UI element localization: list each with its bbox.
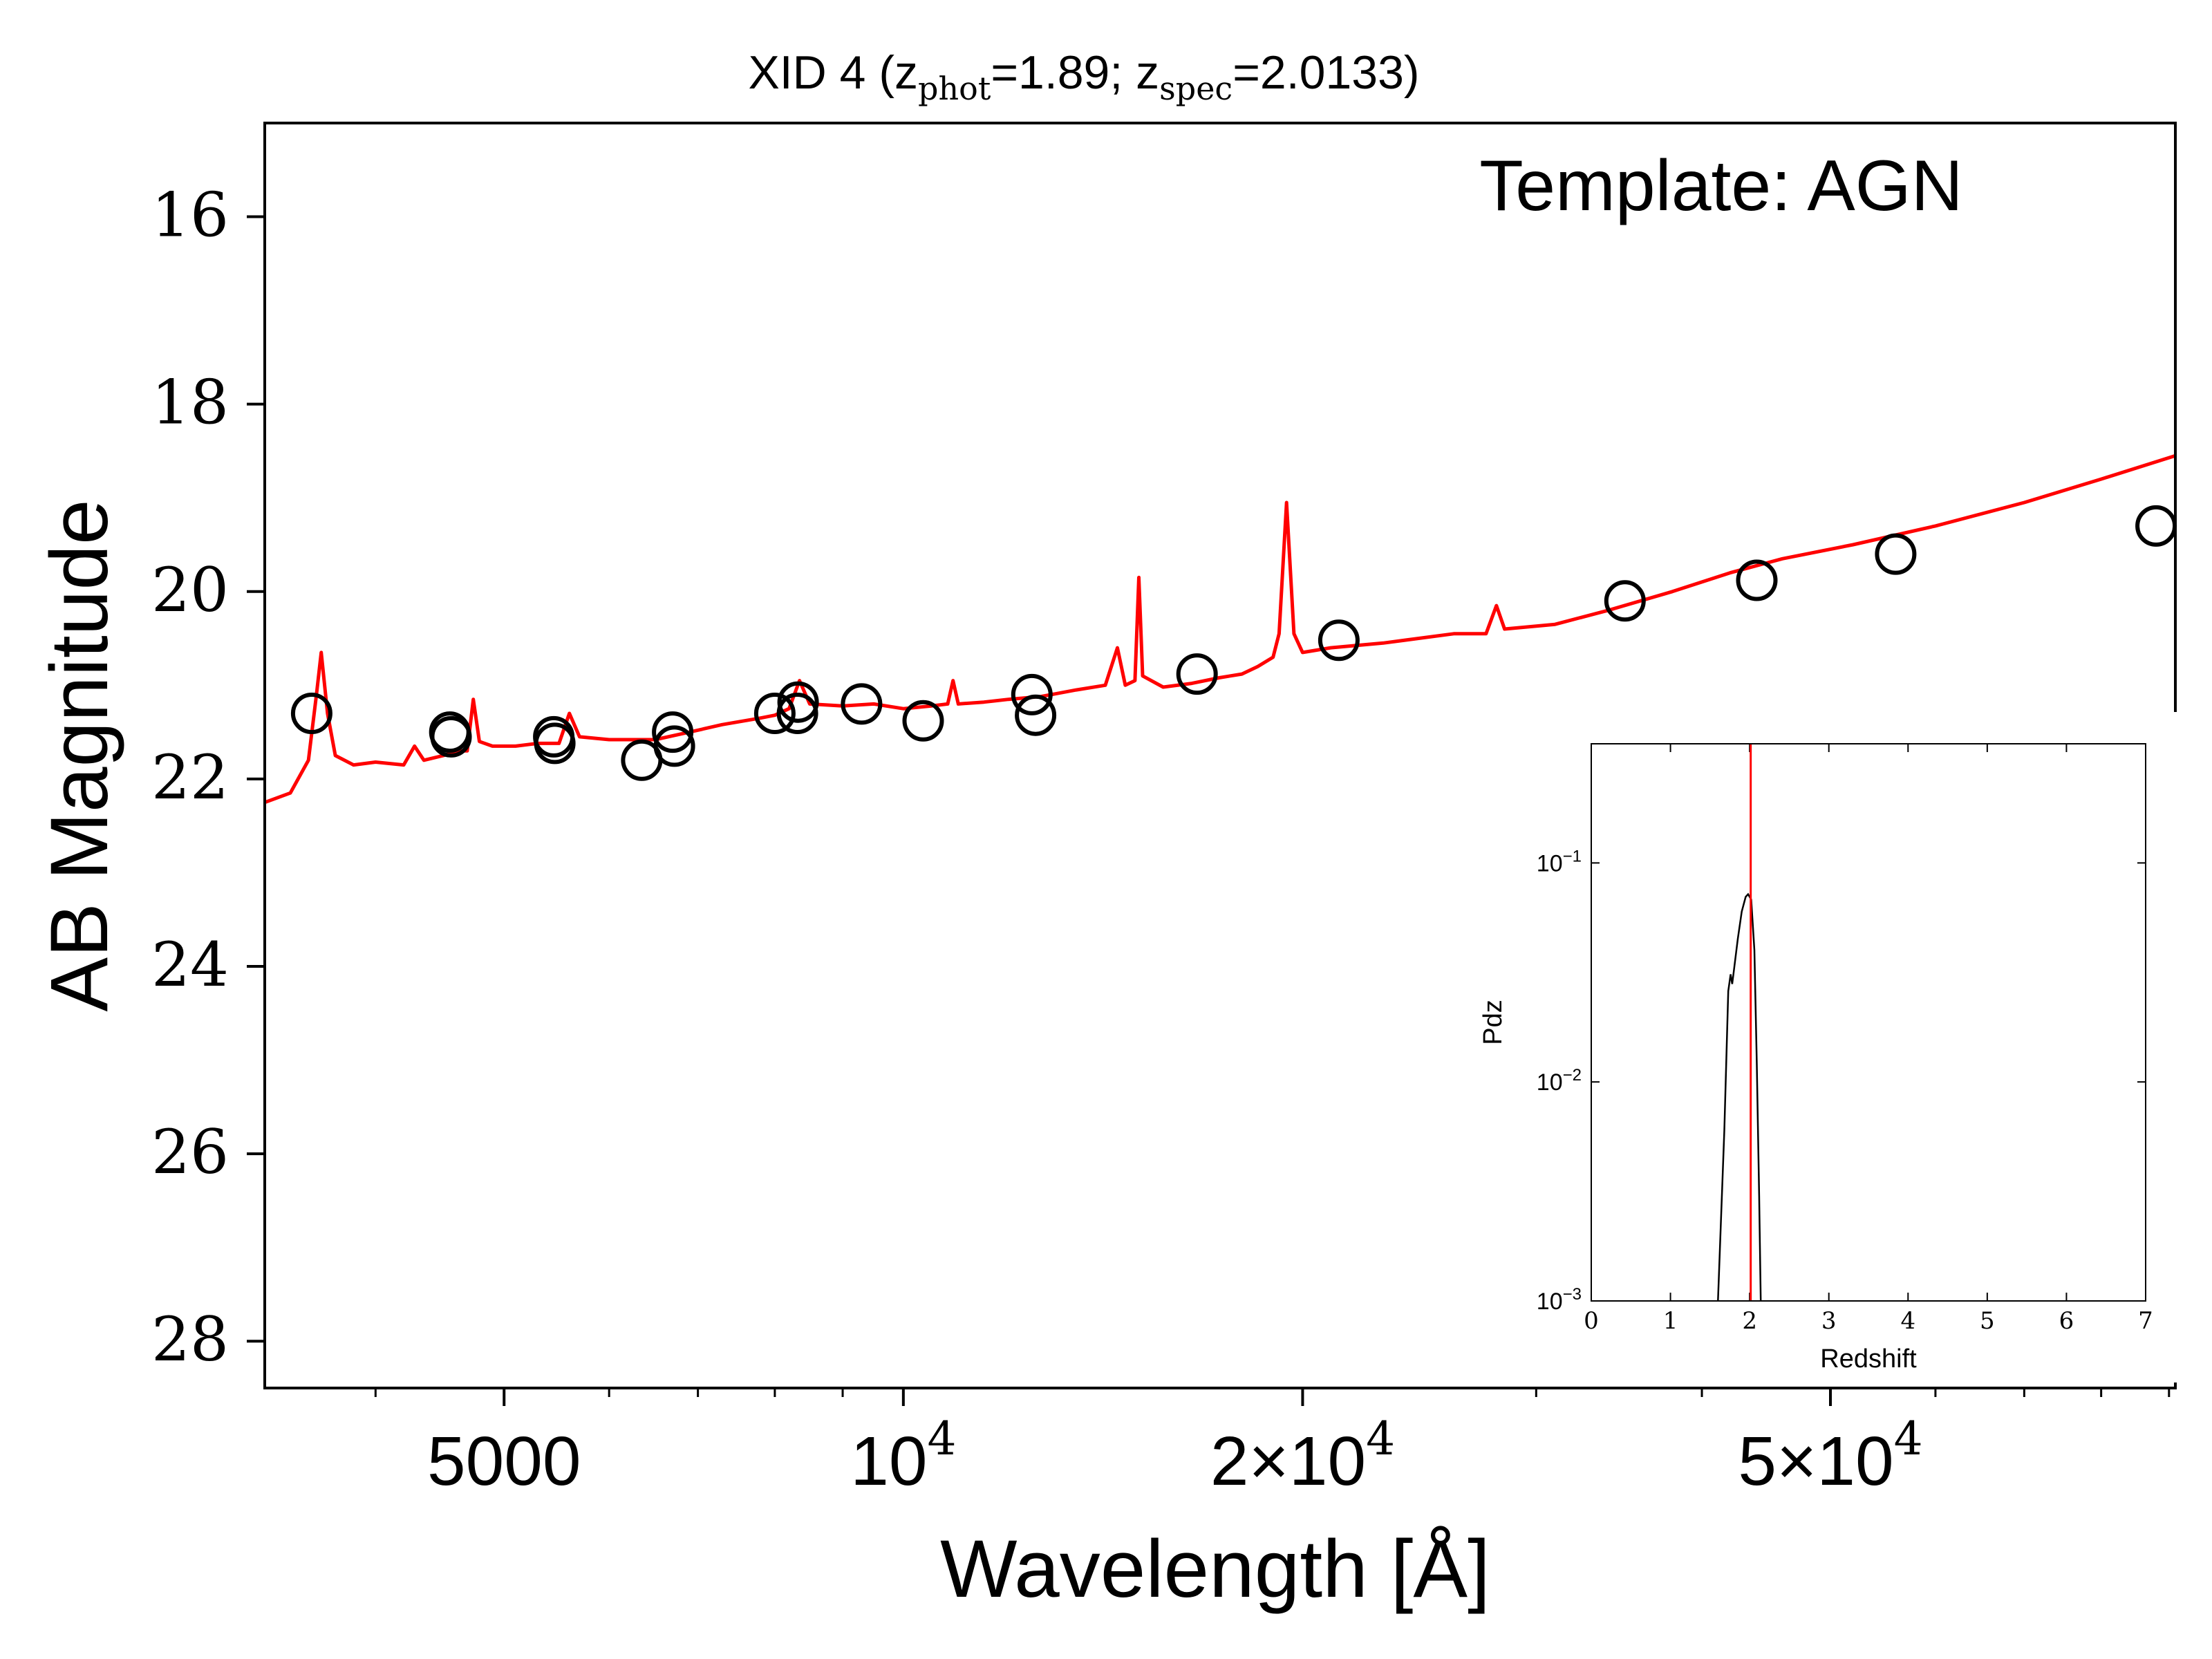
inset-x-axis-label: Redshift [1820,1344,1917,1374]
photometry-point [902,700,944,742]
photometry-point [290,693,332,734]
photometry-point [1736,559,1778,601]
y-tick-label: 20 [151,554,229,626]
inset-plot-frame [1591,743,2146,1302]
y-tick-label: 18 [151,367,229,438]
photometry-point [776,693,818,734]
y-tick-label: 22 [151,742,229,813]
photometry-point [1011,673,1053,715]
inset-x-tick-label: 4 [1900,1307,1915,1335]
x-axis-label: Wavelength [Å] [940,1524,1490,1615]
inset-x-tick-label: 1 [1663,1307,1678,1335]
y-axis-label: AB Magnitude [34,499,125,1011]
photometry-point [653,725,695,767]
inset-x-tick-label: 2 [1742,1307,1757,1335]
inset-x-tick-label: 6 [2059,1307,2074,1335]
inset-x-tick-label: 3 [1821,1307,1837,1335]
inset-y-tick-label: 10−1 [1537,847,1582,877]
template-annotation: Template: AGN [1479,146,1962,226]
inset-x-tick-label: 7 [2138,1307,2153,1335]
photometry-point [430,715,472,758]
main-plot-area [264,453,2177,805]
y-tick-label: 16 [151,180,229,251]
x-tick-label: 104 [850,1412,956,1500]
inset-y-axis-label: Pdz [1479,1000,1508,1044]
photometry-point [841,683,883,725]
pdz-curve [1717,892,1762,1302]
photometry-point [534,722,576,765]
photometry-point [1318,619,1360,662]
photometry-point [1015,694,1057,736]
photometry-point [777,681,819,723]
x-tick-label: 5×104 [1738,1412,1922,1500]
inset-x-tick-label: 5 [1980,1307,1995,1335]
inset-y-tick-label: 10−3 [1537,1285,1582,1315]
photometry-point [652,711,694,753]
y-tick-label: 24 [151,929,229,1000]
photometry-point [753,693,796,734]
photometry-point [1176,653,1218,695]
photometry-point [1604,580,1646,622]
y-tick-label: 26 [151,1116,229,1188]
chart-title: XID 4 (zphot=1.89; zspec=2.0133) [748,46,1419,107]
y-tick-label: 28 [151,1304,229,1375]
x-tick-label: 5000 [427,1423,581,1500]
inset-background [1472,712,2177,1382]
inset-x-tick-label: 0 [1584,1307,1599,1335]
inset-y-tick-label: 10−2 [1537,1066,1582,1096]
inset-plot-area [1717,744,1762,1302]
x-tick-label: 2×104 [1210,1412,1395,1500]
photometry-point [1875,533,1917,575]
